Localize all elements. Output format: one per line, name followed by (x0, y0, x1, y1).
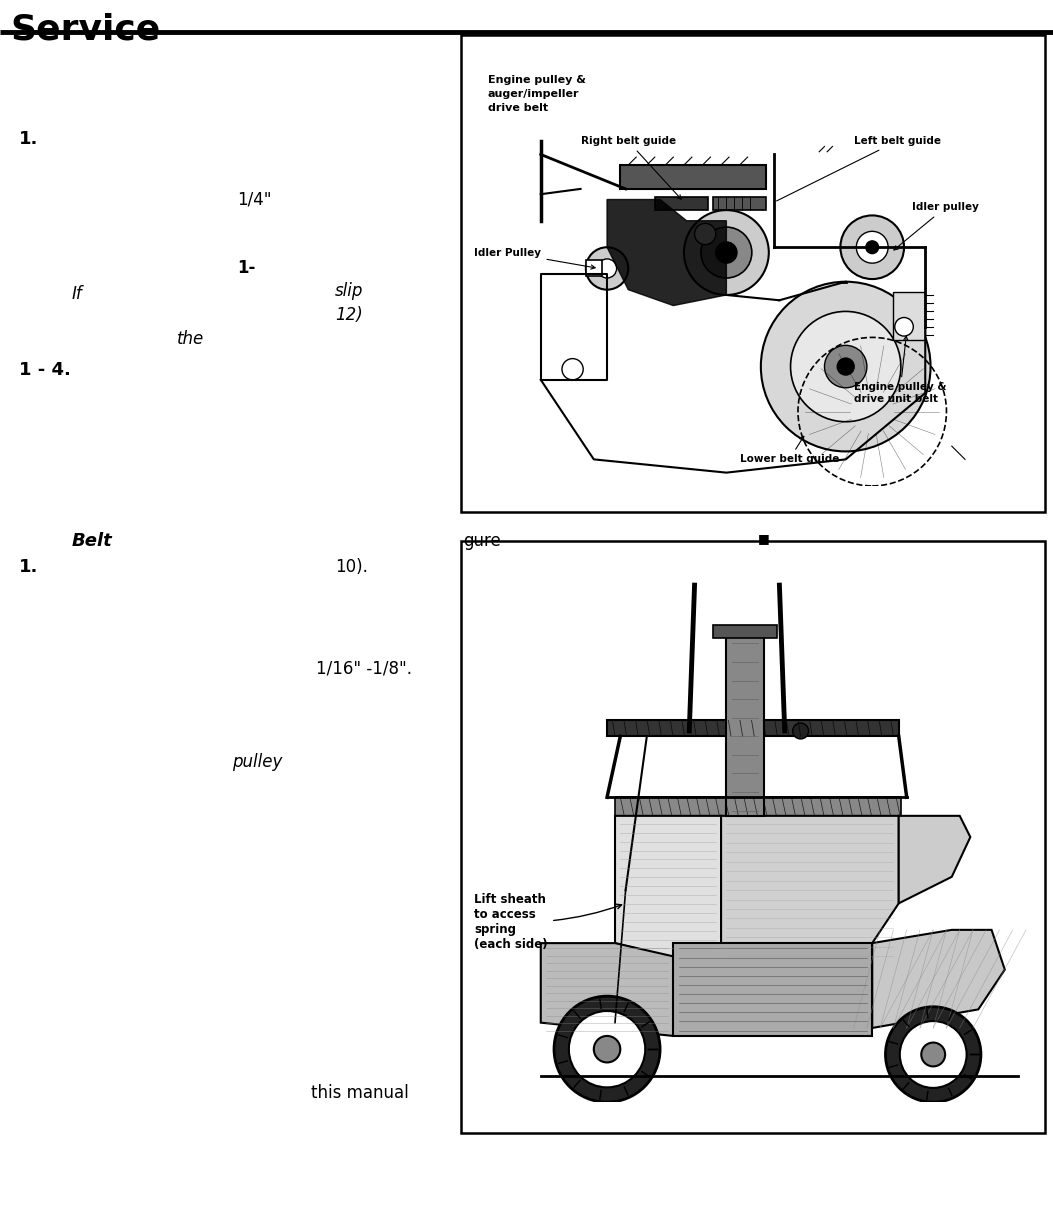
Text: Service: Service (11, 12, 161, 46)
Polygon shape (899, 816, 970, 903)
Text: Engine pulley &
drive unit belt: Engine pulley & drive unit belt (854, 336, 946, 404)
Circle shape (900, 1021, 967, 1088)
Bar (461, 35, 1045, 512)
Bar (461, 541, 1045, 1133)
Text: Right belt guide: Right belt guide (580, 136, 681, 199)
Bar (893, 293, 926, 340)
Circle shape (569, 1011, 645, 1088)
Bar (713, 197, 767, 210)
Text: Lower belt guide: Lower belt guide (739, 436, 839, 465)
Bar (607, 720, 899, 736)
Bar (585, 261, 601, 277)
Circle shape (886, 1006, 981, 1102)
Circle shape (895, 318, 913, 336)
Text: If: If (72, 285, 82, 304)
Polygon shape (607, 199, 727, 306)
Bar (673, 943, 872, 1036)
Polygon shape (872, 930, 1005, 1028)
Text: Idler pulley: Idler pulley (894, 203, 979, 250)
Text: Engine pulley &
auger/impeller
drive belt: Engine pulley & auger/impeller drive bel… (488, 75, 585, 113)
Circle shape (562, 358, 583, 380)
Bar (615, 798, 901, 816)
Text: gure: gure (463, 532, 501, 550)
Text: 1 - 4.: 1 - 4. (19, 361, 71, 379)
Circle shape (716, 242, 737, 263)
Text: 10).: 10). (335, 558, 367, 577)
Text: pulley: pulley (232, 753, 282, 771)
Bar (620, 165, 767, 189)
Polygon shape (721, 816, 899, 964)
Circle shape (837, 358, 854, 375)
Bar (713, 625, 777, 639)
Circle shape (840, 215, 905, 279)
Text: Idler Pulley: Idler Pulley (475, 248, 595, 270)
Circle shape (695, 223, 716, 244)
Circle shape (793, 724, 809, 739)
Text: slip: slip (335, 282, 363, 300)
Text: 12): 12) (335, 306, 362, 324)
Bar (727, 630, 763, 816)
Circle shape (585, 248, 629, 290)
Text: 1/16" -1/8".: 1/16" -1/8". (316, 659, 412, 677)
Circle shape (597, 259, 617, 278)
Text: ■: ■ (758, 532, 770, 545)
Circle shape (824, 345, 867, 387)
Text: 1-: 1- (237, 259, 255, 277)
Circle shape (701, 227, 752, 278)
Circle shape (684, 210, 769, 295)
Circle shape (594, 1036, 620, 1062)
Circle shape (866, 240, 878, 254)
Text: the: the (177, 330, 204, 348)
Text: Belt: Belt (72, 532, 113, 550)
Text: Lift sheath
to access
spring
(each side): Lift sheath to access spring (each side) (475, 894, 621, 951)
Bar (655, 197, 708, 210)
Circle shape (554, 997, 660, 1102)
Circle shape (791, 312, 901, 421)
Text: Left belt guide: Left belt guide (777, 136, 940, 202)
Circle shape (761, 282, 931, 452)
Polygon shape (615, 816, 721, 964)
Text: 1/4": 1/4" (237, 191, 272, 209)
Circle shape (921, 1043, 946, 1066)
Text: this manual: this manual (311, 1084, 409, 1102)
Text: 1.: 1. (19, 558, 38, 577)
Circle shape (856, 232, 888, 263)
Polygon shape (541, 943, 673, 1036)
Text: 1.: 1. (19, 130, 38, 148)
